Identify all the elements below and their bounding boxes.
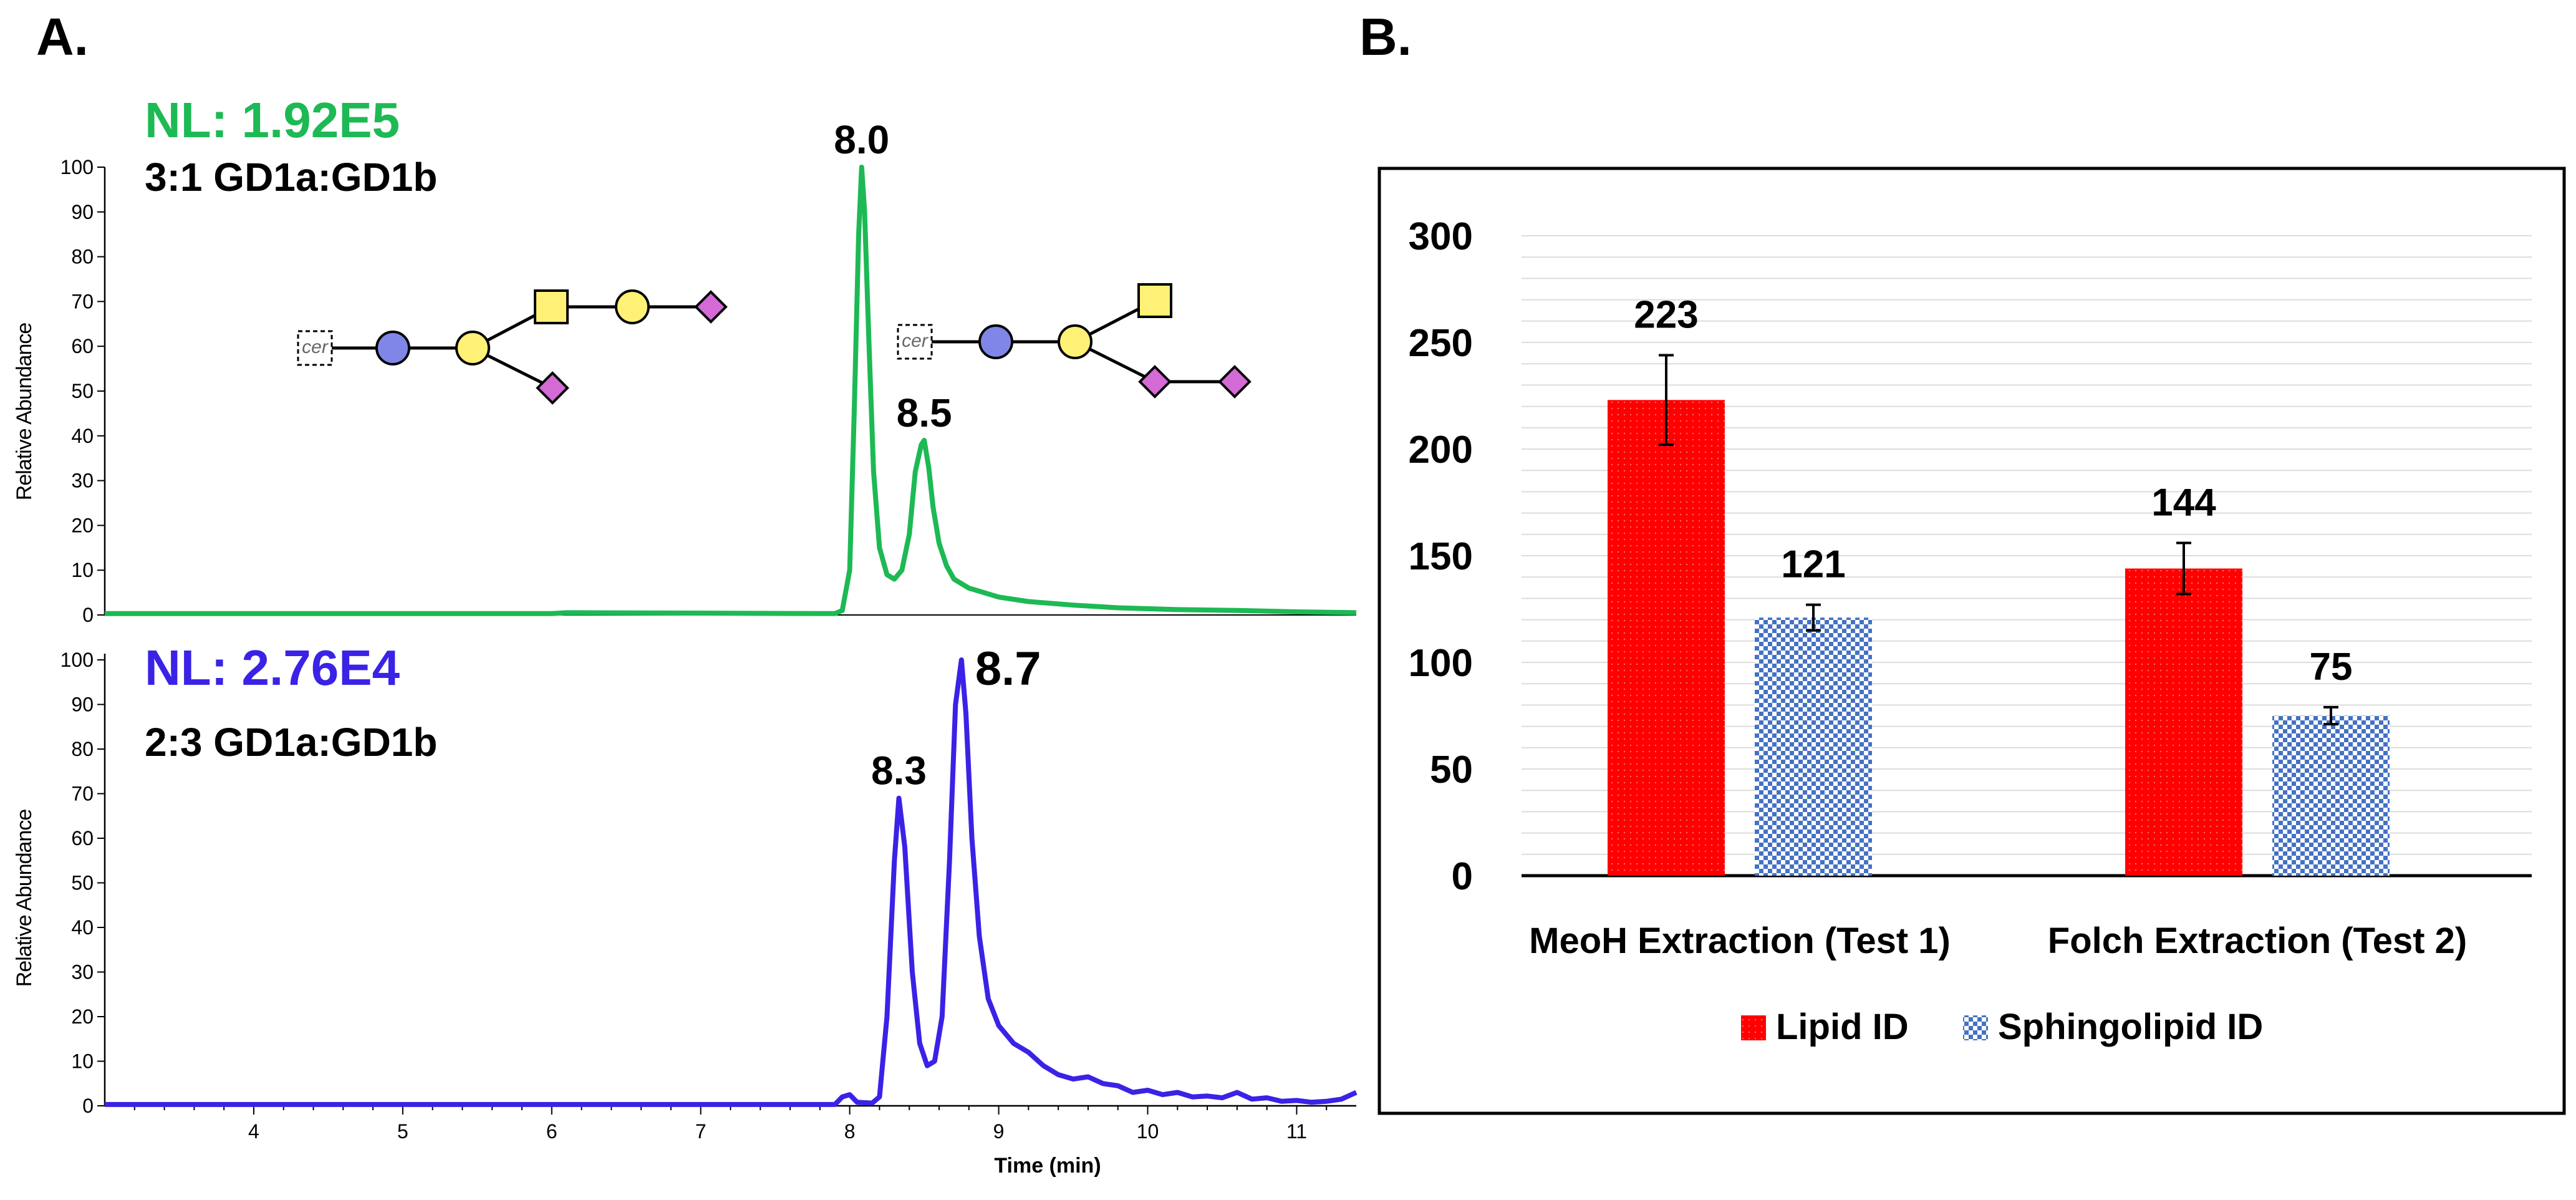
top-series-line — [105, 165, 1357, 616]
legend-sphingolipid-swatch — [1963, 1015, 1988, 1040]
y-tick-label: 80 — [71, 246, 94, 268]
y-tick-label: 20 — [71, 514, 94, 536]
top-nl-label: NL: 1.92E5 — [145, 92, 400, 148]
x-tick-label: 9 — [993, 1120, 1005, 1143]
lipid-id-bar — [2125, 568, 2242, 876]
bar-y-ticks: 0 50 100 150 200 250 300 — [1409, 215, 1473, 898]
galactose-circle-icon — [1058, 324, 1093, 359]
bar-value-label: 144 — [2151, 481, 2216, 524]
ceramide-label: cer — [302, 337, 329, 357]
bar-chart: 0 50 100 150 200 250 300 223 144 121 75 MeoH Extr… — [1377, 167, 2566, 1115]
bar-legend: Lipid ID Sphingolipid ID — [1741, 1007, 2263, 1047]
ceramide-box — [897, 324, 933, 360]
y-tick-label: 80 — [71, 738, 94, 760]
bar-y-tick-label: 200 — [1409, 428, 1473, 472]
panel-b-label: B. — [1359, 7, 1412, 66]
y-tick-label: 100 — [60, 156, 94, 178]
y-tick-label: 30 — [71, 470, 94, 492]
y-tick-label: 0 — [82, 1095, 94, 1117]
x-tick-label: 5 — [397, 1120, 408, 1143]
glucose-circle-icon — [978, 324, 1013, 359]
glucose-circle-icon — [375, 331, 410, 365]
galactose-circle-icon — [455, 331, 490, 365]
y-tick-label: 50 — [71, 380, 94, 402]
y-tick-label: 10 — [71, 1050, 94, 1073]
galactose-circle-icon — [615, 289, 650, 324]
top-peak-labels: 8.0 8.5 — [834, 117, 952, 435]
bar-series: 223 144 121 75 — [1608, 294, 2390, 876]
y-tick-label: 40 — [71, 916, 94, 939]
bottom-y-axis-label: Relative Abundance — [12, 810, 36, 987]
bar-category-label: MeoH Extraction (Test 1) — [1529, 921, 1951, 961]
bottom-y-ticks: 0 10 20 30 40 50 60 70 80 90 100 — [60, 649, 105, 1117]
glycan-gd1b-structure: cer — [897, 283, 1252, 399]
y-tick-label: 90 — [71, 201, 94, 223]
galnac-square-icon — [534, 289, 569, 324]
bar-y-tick-label: 250 — [1409, 322, 1473, 365]
x-tick-label: 6 — [546, 1120, 557, 1143]
y-tick-label: 0 — [82, 604, 94, 626]
y-tick-label: 30 — [71, 961, 94, 984]
galnac-square-icon — [1137, 283, 1172, 318]
top-y-axis-label: Relative Abundance — [12, 323, 36, 501]
y-tick-label: 100 — [60, 649, 94, 671]
panel-a-label: A. — [36, 7, 89, 66]
bar-y-tick-label: 150 — [1409, 535, 1473, 578]
sialic-acid-diamond-icon — [1138, 365, 1172, 399]
top-y-ticks: 0 10 20 30 40 50 60 70 80 90 100 — [60, 156, 105, 626]
bar-y-tick-label: 50 — [1430, 748, 1473, 791]
legend-label: Lipid ID — [1776, 1007, 1909, 1047]
sialic-acid-diamond-icon — [1218, 365, 1252, 399]
bottom-x-axis-label: Time (min) — [994, 1154, 1101, 1178]
x-tick-label: 11 — [1286, 1120, 1307, 1143]
sialic-acid-diamond-icon — [694, 290, 728, 324]
peak-label: 8.5 — [897, 390, 952, 435]
bottom-nl-label: NL: 2.76E4 — [145, 640, 400, 695]
peak-label: 8.0 — [834, 117, 889, 162]
bottom-series-line — [105, 657, 1358, 1107]
bottom-x-ticks: 4 5 6 7 8 9 10 11 — [133, 1106, 1328, 1143]
bar-value-label: 223 — [1634, 294, 1698, 337]
top-sample-label: 3:1 GD1a:GD1b — [145, 155, 437, 200]
legend-lipid-swatch — [1741, 1015, 1766, 1040]
peak-label: 8.7 — [975, 642, 1041, 695]
ceramide-box — [297, 330, 333, 366]
bar-category-label: Folch Extraction (Test 2) — [2048, 921, 2467, 961]
glycan-gd1a-structure: cer — [297, 289, 728, 405]
bottom-chromatogram: NL: 2.76E4 2:3 GD1a:GD1b 010203040506070… — [12, 640, 1358, 1178]
bottom-sample-label: 2:3 GD1a:GD1b — [145, 720, 437, 765]
x-tick-label: 7 — [695, 1120, 707, 1143]
sphingolipid-id-bar — [1755, 617, 1872, 876]
y-tick-label: 90 — [71, 694, 94, 716]
bar-value-label: 121 — [1781, 543, 1845, 586]
bar-value-label: 75 — [2310, 646, 2353, 689]
y-tick-label: 70 — [71, 290, 94, 312]
lipid-id-bar — [1608, 400, 1725, 876]
x-tick-label: 4 — [248, 1120, 259, 1143]
bar-y-tick-label: 0 — [1452, 855, 1473, 898]
y-tick-label: 60 — [71, 335, 94, 357]
sphingolipid-id-bar — [2272, 715, 2390, 876]
y-tick-label: 40 — [71, 425, 94, 447]
y-tick-label: 20 — [71, 1005, 94, 1028]
bar-y-tick-label: 100 — [1409, 642, 1473, 685]
bottom-peak-labels: 8.3 8.7 — [871, 642, 1041, 793]
y-tick-label: 50 — [71, 872, 94, 894]
x-tick-label: 10 — [1137, 1120, 1159, 1143]
top-chromatogram: NL: 1.92E5 3:1 GD1a:GD1b 0 10 20 30 40 50 60 70… — [12, 92, 1357, 626]
y-tick-label: 70 — [71, 783, 94, 805]
ceramide-label: cer — [902, 331, 929, 351]
x-tick-label: 8 — [844, 1120, 856, 1143]
y-tick-label: 60 — [71, 827, 94, 849]
bar-y-tick-label: 300 — [1409, 215, 1473, 258]
bar-category-labels: MeoH Extraction (Test 1) Folch Extraction… — [1529, 921, 2467, 961]
legend-label: Sphingolipid ID — [1998, 1007, 2263, 1047]
peak-label: 8.3 — [871, 748, 927, 793]
y-tick-label: 10 — [71, 559, 94, 581]
sialic-acid-diamond-icon — [536, 371, 569, 405]
